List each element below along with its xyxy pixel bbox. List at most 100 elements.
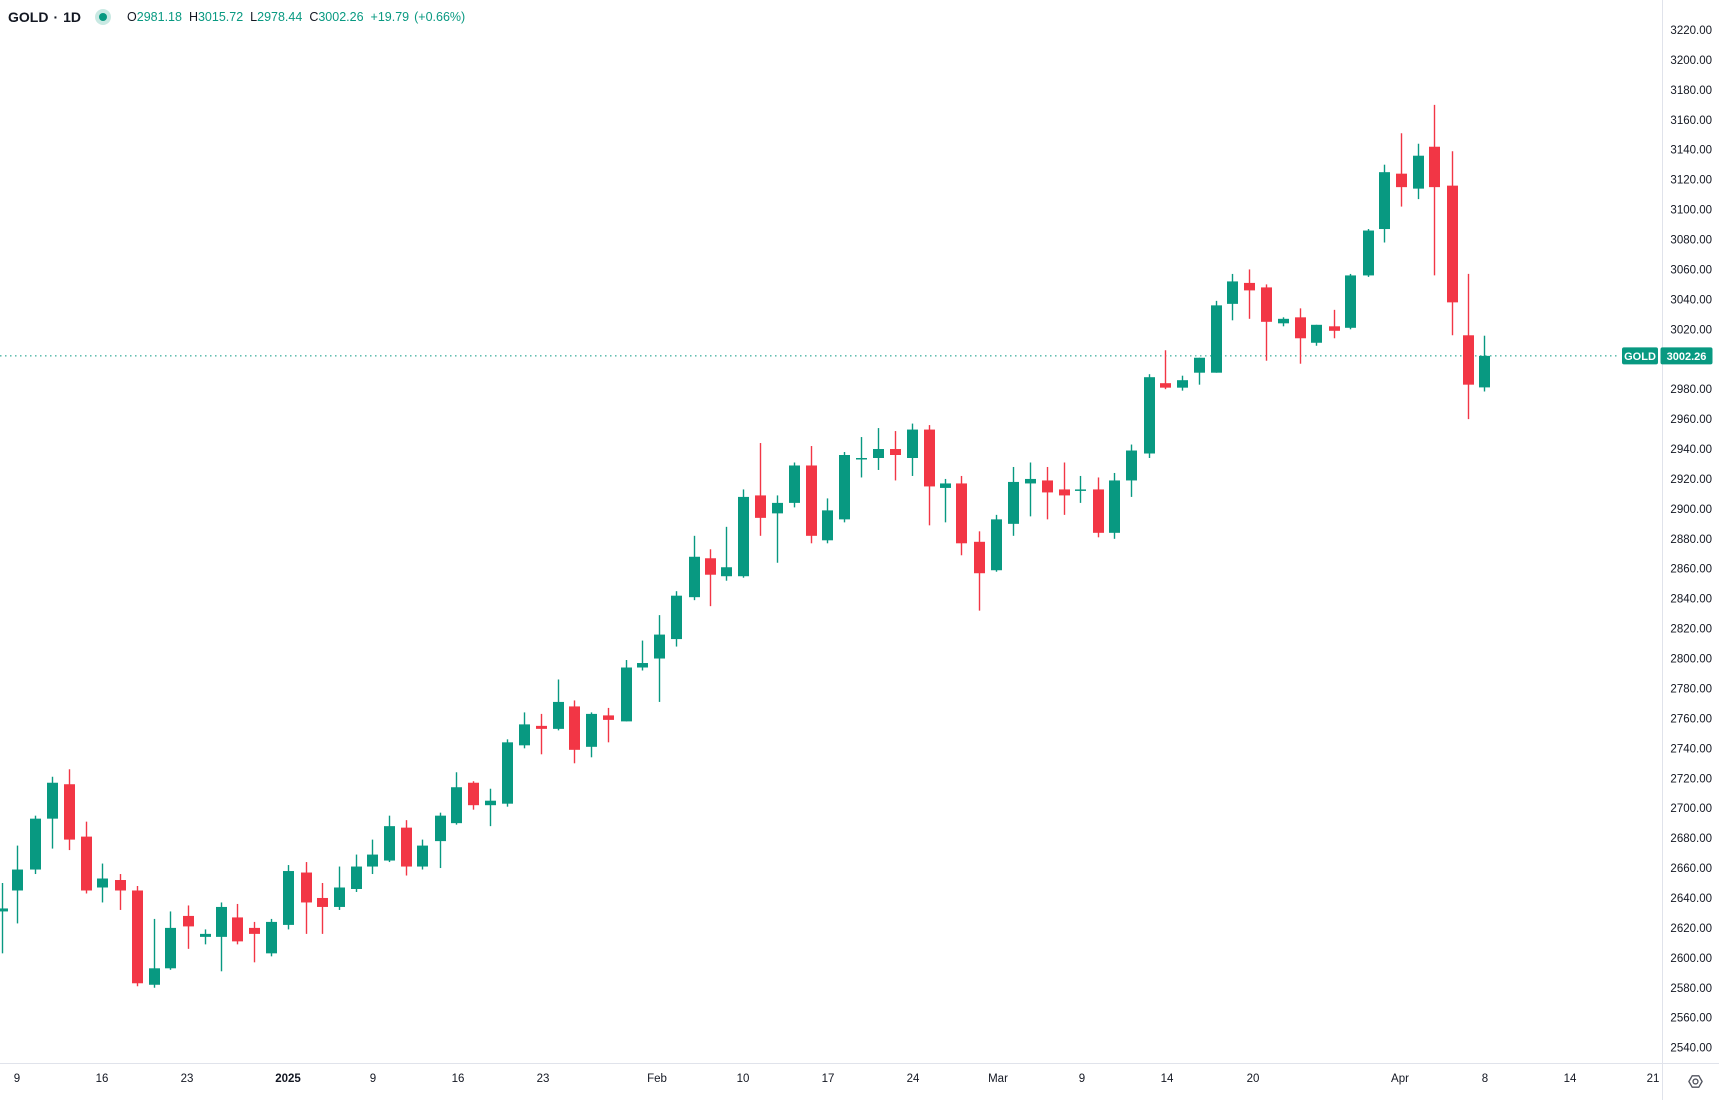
candle-body bbox=[334, 887, 345, 907]
candle-body bbox=[283, 871, 294, 925]
time-axis-settings-button[interactable] bbox=[1684, 1070, 1706, 1092]
candle-body bbox=[956, 483, 967, 544]
symbol-title[interactable]: GOLD · 1D bbox=[8, 9, 81, 25]
candle-body bbox=[1075, 489, 1086, 491]
candle-body bbox=[689, 556, 700, 598]
candle-down bbox=[64, 769, 75, 851]
time-axis-label: 10 bbox=[737, 1073, 750, 1085]
candle-up bbox=[1109, 472, 1120, 539]
price-axis-label: 2680.00 bbox=[1670, 833, 1712, 845]
candle-up bbox=[1311, 324, 1322, 346]
candle-body bbox=[621, 667, 632, 722]
candle-body bbox=[907, 429, 918, 458]
candle-down bbox=[1429, 104, 1440, 276]
candle-body bbox=[301, 872, 312, 903]
candle-body bbox=[536, 725, 547, 729]
candle-down bbox=[806, 446, 817, 544]
candle-down bbox=[603, 707, 614, 743]
candle-down bbox=[317, 883, 328, 934]
candle-body bbox=[806, 465, 817, 536]
candle-body bbox=[81, 836, 92, 891]
symbol-name[interactable]: GOLD bbox=[8, 9, 49, 25]
price-tag-symbol-box bbox=[1622, 347, 1658, 365]
candle-body bbox=[232, 917, 243, 942]
candle-body bbox=[1211, 305, 1222, 373]
candle-body bbox=[417, 845, 428, 867]
candle-up bbox=[0, 883, 8, 954]
candle-body bbox=[1194, 357, 1205, 373]
candle-up bbox=[1126, 444, 1137, 497]
market-status-dot[interactable] bbox=[95, 9, 112, 25]
candle-body bbox=[991, 519, 1002, 571]
candle-up bbox=[417, 839, 428, 870]
symbol-legend: GOLD · 1D O2981.18 H3015.72 L2978.44 C30… bbox=[8, 7, 470, 27]
candle-body bbox=[1244, 282, 1255, 291]
candle-body bbox=[47, 782, 58, 819]
candle-up bbox=[1227, 273, 1238, 321]
candle-up bbox=[637, 640, 648, 671]
candle-up bbox=[1345, 273, 1356, 330]
candle-down bbox=[401, 820, 412, 876]
candle-up bbox=[1025, 462, 1036, 517]
candle-up bbox=[940, 478, 951, 523]
candle-body bbox=[1345, 275, 1356, 328]
candle-body bbox=[1160, 383, 1171, 388]
price-axis-label: 2820.00 bbox=[1670, 624, 1712, 636]
candle-body bbox=[149, 968, 160, 985]
candle-up bbox=[689, 535, 700, 601]
candle-body bbox=[1363, 230, 1374, 276]
candle-body bbox=[940, 483, 951, 488]
price-tag-symbol: GOLD bbox=[1624, 351, 1656, 363]
candle-down bbox=[1261, 284, 1272, 361]
time-axis-label: Mar bbox=[988, 1073, 1008, 1085]
price-axis-label: 2880.00 bbox=[1670, 534, 1712, 546]
candle-body bbox=[603, 715, 614, 720]
candle-down bbox=[956, 475, 967, 556]
candle-body bbox=[519, 724, 530, 746]
open-readout: O2981.18 bbox=[127, 10, 182, 24]
price-axis-label: 3180.00 bbox=[1670, 85, 1712, 97]
candle-up bbox=[12, 845, 23, 924]
time-axis[interactable]: 9 16 23 2025 9 16 23 Feb 10 17 24 Mar 9 14 20 Apr 8 14 21 bbox=[0, 1064, 1719, 1100]
candle-body bbox=[654, 634, 665, 659]
candle-body bbox=[97, 878, 108, 888]
candle-up bbox=[654, 615, 665, 702]
candle-down bbox=[1447, 151, 1458, 336]
time-axis-label: 17 bbox=[822, 1073, 835, 1085]
candle-body bbox=[1413, 155, 1424, 189]
candle-up bbox=[1413, 143, 1424, 200]
price-axis-label: 2980.00 bbox=[1670, 384, 1712, 396]
time-axis-label: Feb bbox=[647, 1073, 667, 1085]
price-axis-label: 3140.00 bbox=[1670, 145, 1712, 157]
candle-up bbox=[789, 462, 800, 508]
change-value: +19.79 bbox=[370, 10, 410, 24]
candle-body bbox=[1177, 380, 1188, 388]
low-value: 2978.44 bbox=[257, 10, 303, 24]
candle-down bbox=[183, 905, 194, 949]
price-axis-label: 3060.00 bbox=[1670, 264, 1712, 276]
candle-down bbox=[301, 862, 312, 934]
candle-up bbox=[485, 788, 496, 827]
candle-up bbox=[907, 423, 918, 476]
candle-body bbox=[1329, 326, 1340, 331]
candle-up bbox=[1144, 374, 1155, 458]
candle-body bbox=[1008, 481, 1019, 524]
symbol-timeframe[interactable]: 1D bbox=[63, 9, 82, 25]
time-axis-hitarea[interactable] bbox=[0, 1064, 1719, 1100]
candle-down bbox=[1059, 462, 1070, 515]
time-axis-label: 14 bbox=[1161, 1073, 1174, 1085]
candle-body bbox=[183, 915, 194, 927]
candle-body bbox=[890, 449, 901, 456]
high-value: 3015.72 bbox=[197, 10, 244, 24]
time-axis-label: 21 bbox=[1647, 1073, 1660, 1085]
candle-body bbox=[1379, 172, 1390, 230]
candle-body bbox=[1311, 324, 1322, 343]
candle-up bbox=[149, 918, 160, 988]
candle-body bbox=[1479, 355, 1490, 388]
price-axis-label: 3200.00 bbox=[1670, 55, 1712, 67]
candle-body bbox=[1278, 318, 1289, 324]
price-axis[interactable]: 3220.00 3200.00 3180.00 3160.00 3140.00 3120.… bbox=[1663, 0, 1719, 1063]
candle-body bbox=[12, 869, 23, 891]
